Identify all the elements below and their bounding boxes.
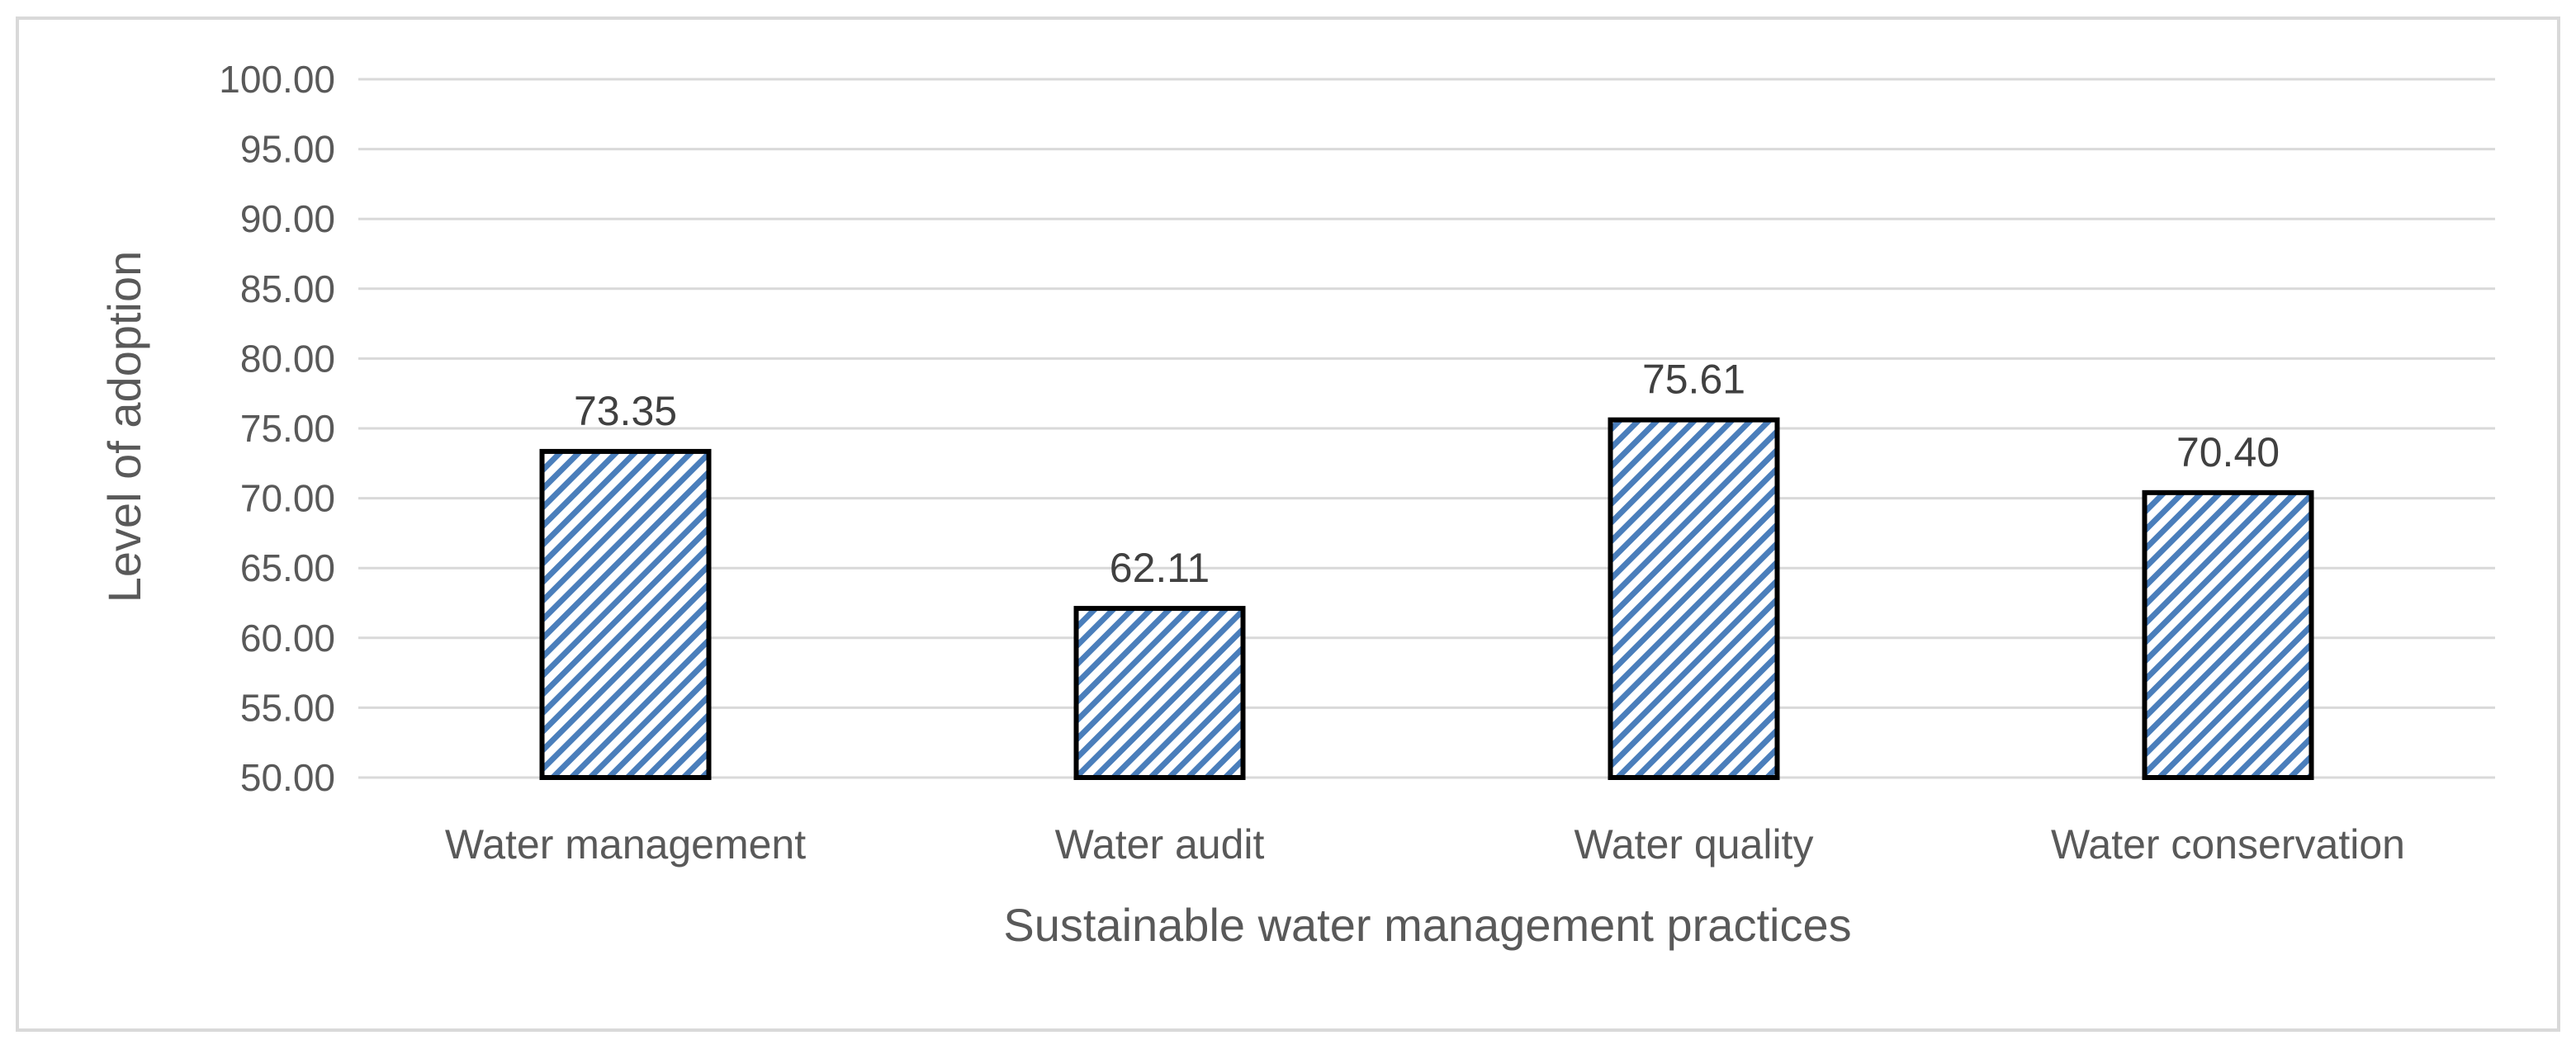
x-axis-categories: Water management Water audit Water quality… <box>445 821 2405 868</box>
y-axis-title: Level of adoption <box>98 251 150 603</box>
data-label: 75.61 <box>1642 357 1745 403</box>
bar-water-audit <box>1073 606 1246 781</box>
bars <box>539 417 2314 781</box>
bar-water-quality <box>1608 417 1780 780</box>
y-tick-label: 85.00 <box>240 267 335 310</box>
y-tick-label: 80.00 <box>240 337 335 380</box>
data-label: 70.40 <box>2176 429 2280 475</box>
y-tick-label: 100.00 <box>219 58 335 101</box>
y-tick-label: 55.00 <box>240 686 335 729</box>
y-tick-label: 75.00 <box>240 407 335 450</box>
y-tick-label: 70.00 <box>240 477 335 520</box>
data-label: 62.11 <box>1110 545 1210 591</box>
x-tick-label: Water management <box>445 821 806 868</box>
gridlines <box>358 78 2495 779</box>
x-tick-label: Water audit <box>1055 821 1265 868</box>
y-tick-label: 50.00 <box>240 756 335 799</box>
y-tick-label: 95.00 <box>240 128 335 171</box>
chart-frame <box>16 17 2560 1032</box>
x-tick-label: Water conservation <box>2051 821 2405 868</box>
y-tick-label: 90.00 <box>240 197 335 240</box>
y-tick-label: 65.00 <box>240 546 335 589</box>
bar-water-conservation <box>2142 489 2314 780</box>
data-labels: 73.35 62.11 75.61 70.40 <box>574 357 2280 591</box>
data-label: 73.35 <box>574 388 677 434</box>
y-tick-label: 60.00 <box>240 617 335 660</box>
x-tick-label: Water quality <box>1574 821 1814 868</box>
x-axis-title: Sustainable water management practices <box>1003 899 1851 951</box>
y-axis-ticks: 50.00 55.00 60.00 65.00 70.00 75.00 80.00 85.00… <box>219 58 335 799</box>
bar-water-management <box>539 448 712 781</box>
